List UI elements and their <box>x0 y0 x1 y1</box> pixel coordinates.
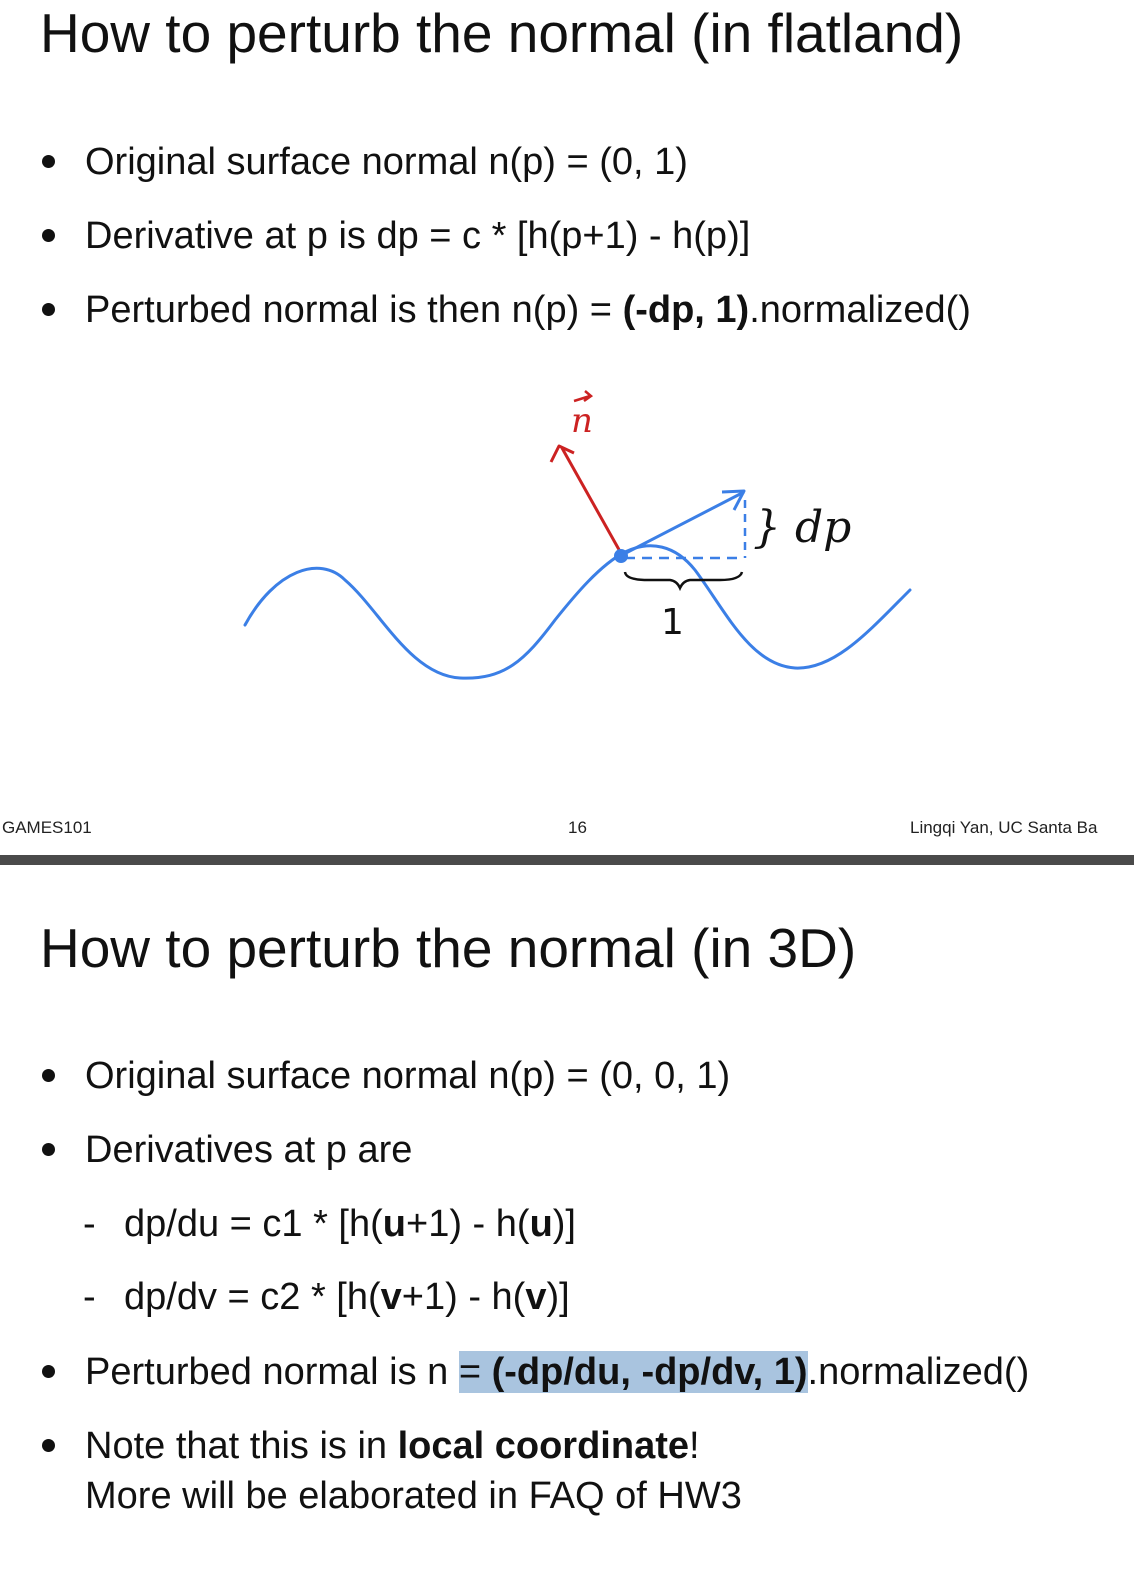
tangent-arrow <box>621 490 745 557</box>
author-footer: Lingqi Yan, UC Santa Ba <box>910 818 1098 837</box>
step-label: 1 <box>661 602 684 643</box>
normal-label: n <box>571 401 593 441</box>
bullet-text: Note that this is in local coordinate! <box>85 1424 700 1468</box>
formula-part: dp/dv = c2 * [h( <box>124 1276 381 1318</box>
perturbed-bump-curve <box>623 544 912 670</box>
formula-part: +1) - h( <box>406 1203 530 1245</box>
bullet-text-bold: local coordinate <box>397 1425 689 1467</box>
bullet-text: Original surface normal n(p) = (0, 1) <box>85 141 688 183</box>
bullet-text: Perturbed normal is n = (-dp/du, -dp/dv,… <box>85 1350 1029 1394</box>
sub-bullet-text: dp/du = c1 * [h(u+1) - h(u)] <box>124 1202 576 1246</box>
formula-part: +1) - h( <box>401 1276 526 1318</box>
formula-variable: u <box>382 1203 407 1245</box>
equals-sign: = <box>458 1351 482 1393</box>
bullet-dot <box>42 1439 55 1452</box>
bullet-text-bold: (-dp/du, -dp/dv, 1) <box>491 1351 808 1393</box>
sub-bullet-dash: - <box>83 1203 96 1245</box>
formula-variable: v <box>380 1276 402 1318</box>
bullet-dot <box>42 1143 55 1156</box>
rise-label: } dp <box>753 502 851 553</box>
step-brace <box>623 571 744 592</box>
slide-flatland: How to perturb the normal (in flatland) … <box>2 2 1098 837</box>
normal-label-arrow <box>573 390 594 403</box>
normal-arrowhead <box>549 444 575 463</box>
bullet-dot <box>42 1365 55 1378</box>
formula-part: )] <box>552 1203 576 1245</box>
bullet-text: Original surface normal n(p) = (0, 0, 1) <box>85 1055 731 1097</box>
sub-bullet-dash: - <box>83 1276 96 1318</box>
bullet-text-prefix: Perturbed normal is then n(p) = <box>85 289 623 331</box>
normal-vector-arrow <box>560 447 624 556</box>
bullet-text-bold: (-dp, 1) <box>622 289 750 331</box>
bullet-text: Derivative at p is dp = c * [h(p+1) - h(… <box>85 215 751 257</box>
course-footer: GAMES101 <box>2 818 92 837</box>
bullet-dot <box>42 229 55 242</box>
tangent-arrowhead <box>721 489 746 511</box>
bullet-text: More will be elaborated in FAQ of HW3 <box>85 1475 742 1517</box>
bullet-text: Perturbed normal is then n(p) = (-dp, 1)… <box>85 288 971 332</box>
slide-3d: How to perturb the normal (in 3D) Origin… <box>0 865 1134 1590</box>
slide-title: How to perturb the normal (in flatland) <box>40 2 964 64</box>
space <box>481 1351 492 1393</box>
point-p <box>614 549 628 563</box>
bullet-text-suffix: .normalized() <box>749 289 971 331</box>
formula-variable: u <box>529 1203 553 1245</box>
bullet-text: Derivatives at p are <box>85 1129 413 1171</box>
bullet-dot <box>42 303 55 316</box>
bullet-dot <box>42 1069 55 1082</box>
surface-curve <box>243 550 627 680</box>
page-number: 16 <box>568 818 587 837</box>
bullet-dot <box>42 155 55 168</box>
slide-divider <box>0 855 1134 865</box>
bullet-text-prefix: Perturbed normal is n <box>85 1351 459 1393</box>
formula-part: dp/du = c1 * [h( <box>124 1203 383 1245</box>
normal-perturbation-diagram: n 1 } dp <box>243 390 912 680</box>
bullet-text-suffix: ! <box>689 1425 700 1467</box>
bullet-text-prefix: Note that this is in <box>85 1425 398 1467</box>
slide-title: How to perturb the normal (in 3D) <box>40 917 857 979</box>
sub-bullet-text: dp/dv = c2 * [h(v+1) - h(v)] <box>124 1275 570 1319</box>
formula-variable: v <box>525 1276 547 1318</box>
bullet-text-suffix: .normalized() <box>807 1351 1030 1393</box>
highlighted-text: = (-dp/du, -dp/dv, 1) <box>458 1351 808 1393</box>
formula-part: )] <box>546 1276 570 1318</box>
